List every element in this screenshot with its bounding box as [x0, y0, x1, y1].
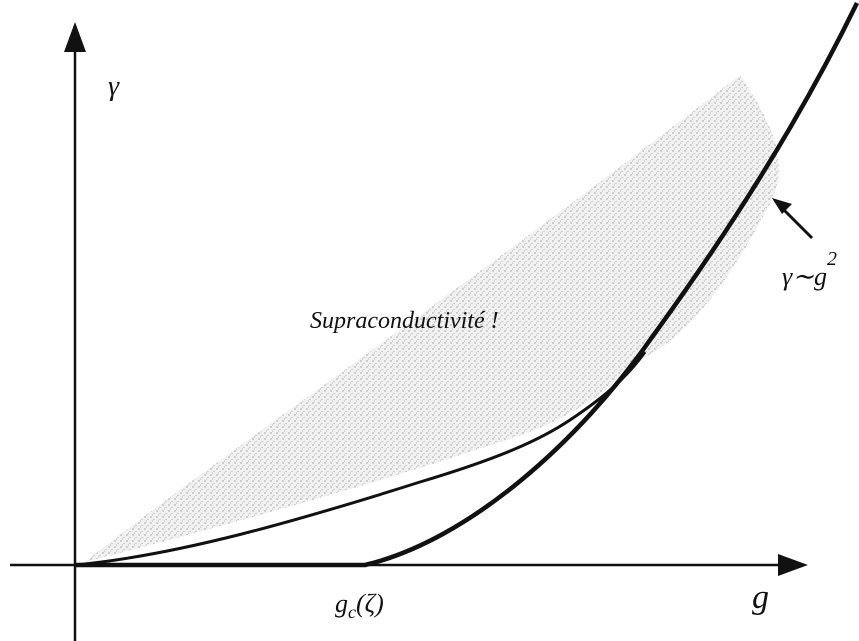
critical-label-sub: c — [348, 602, 356, 622]
pointer-arrowhead — [772, 198, 792, 214]
curve-label: γ∼g2 — [782, 248, 837, 291]
curve-label-sup: 2 — [827, 248, 837, 270]
thin-curve — [74, 351, 647, 567]
critical-label-rest: (ζ) — [356, 589, 384, 618]
critical-label: gc(ζ) — [335, 589, 384, 622]
shaded-region — [85, 75, 779, 562]
x-axis-arrow — [778, 554, 808, 576]
critical-label-base: g — [335, 589, 348, 618]
y-axis-label: γ — [108, 71, 120, 102]
curve-label-base: γ∼g — [782, 262, 827, 291]
thick-curve — [75, 2, 859, 568]
region-label: Supraconductivité ! — [310, 308, 499, 334]
x-axis-label: g — [752, 579, 769, 616]
y-axis-arrow — [64, 22, 86, 52]
